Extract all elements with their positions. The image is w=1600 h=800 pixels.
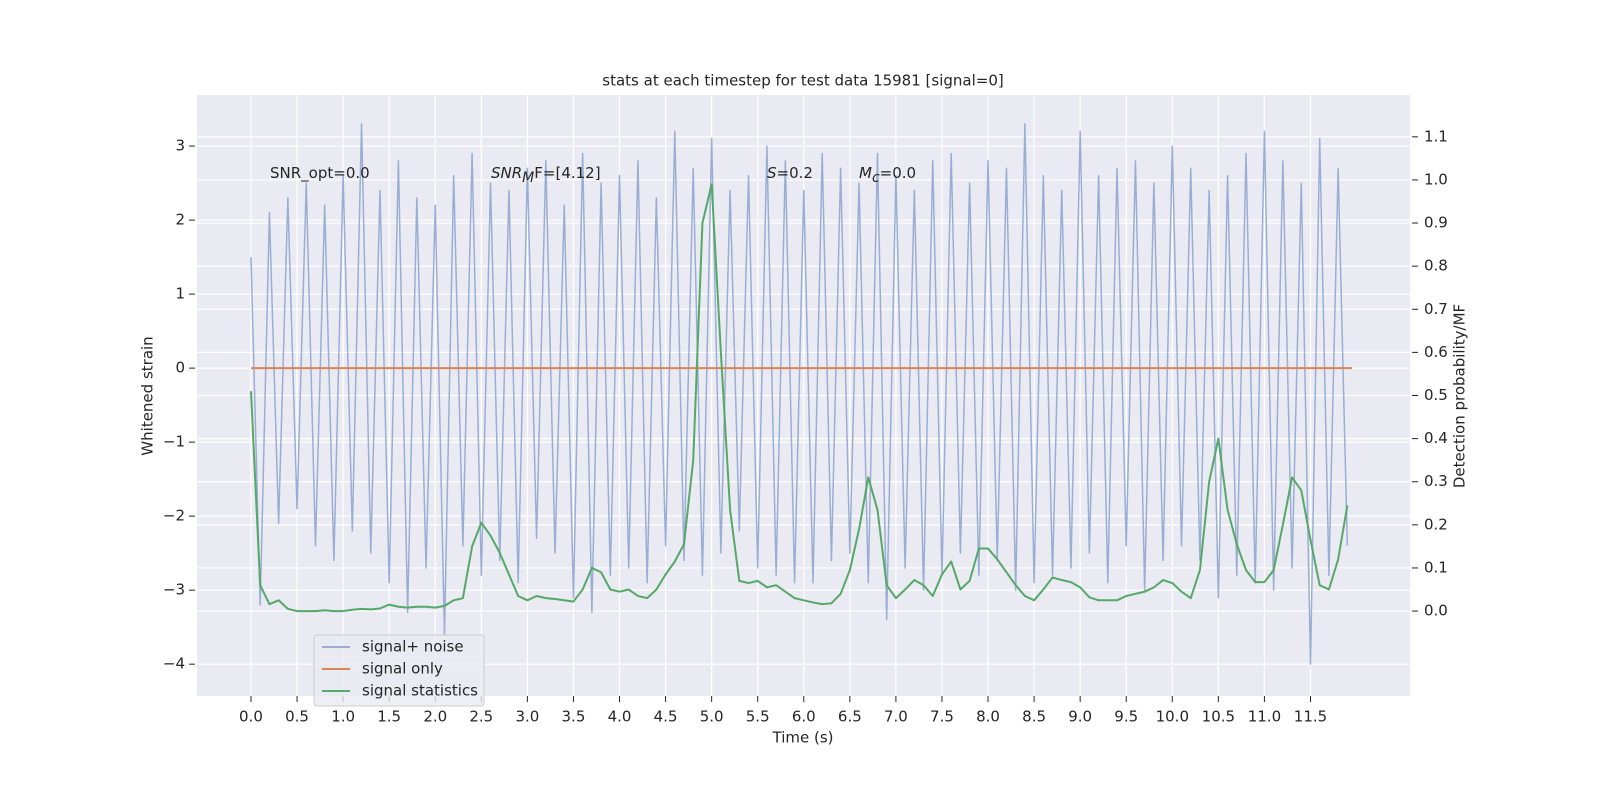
chart-title: stats at each timestep for test data 159… [602,72,1003,90]
annotation-tail: F=[4.12] [534,164,600,182]
series-line [250,123,1349,665]
annotation-tail: =0.2 [777,164,813,182]
y2-tick-label: 0.6 [1424,343,1448,361]
x-tick-label: 3.0 [515,708,539,726]
annotation: Mc=0.0 [859,164,916,187]
x-tick-label: 10.5 [1202,708,1235,726]
annotation: S=0.2 [767,164,813,182]
x-tick-label: 7.5 [930,708,954,726]
x-tick-label: 2.5 [469,708,493,726]
y2-tick-label: 0.1 [1424,558,1448,576]
y2-tick-label: 0.0 [1424,602,1448,620]
annotation-sub: c [872,170,880,186]
x-tick-label: 9.0 [1068,708,1092,726]
y-tick-label: −3 [163,581,185,599]
legend-label: signal only [362,660,443,678]
y-tick-label: −4 [163,655,185,673]
legend-box [313,634,485,707]
x-tick-label: 1.0 [331,708,355,726]
y-tick-label: −1 [163,433,185,451]
annotation-text: S [767,164,777,182]
x-tick-label: 7.0 [884,708,908,726]
y-tick-label: 2 [175,211,185,229]
x-tick-label: 6.5 [838,708,862,726]
annotation-text: SNR [491,164,522,182]
legend-label: signal+ noise [362,638,464,656]
x-tick-label: 8.0 [976,708,1000,726]
x-tick-label: 11.0 [1248,708,1281,726]
y2-tick-label: 0.7 [1424,300,1448,318]
y2-tick-label: 1.0 [1424,170,1448,188]
annotation-tail: =0.0 [880,164,916,182]
y-tick-label: 1 [175,285,185,303]
x-tick-label: 1.5 [377,708,401,726]
y-tick-label: −2 [163,507,185,525]
y-axis-label: Whitened strain [139,336,157,455]
legend-label: signal statistics [362,682,478,700]
y2-tick-label: 0.3 [1424,472,1448,490]
x-tick-label: 6.0 [792,708,816,726]
x-tick-label: 4.0 [608,708,632,726]
annotation-text: SNR_opt=0.0 [270,164,370,183]
y2-tick-label: 0.4 [1424,429,1448,447]
y2-tick-label: 1.1 [1424,127,1448,145]
y2-axis-label: Detection probability/MF [1451,304,1469,488]
x-tick-label: 5.5 [746,708,770,726]
y2-tick-label: 0.2 [1424,515,1448,533]
x-axis-label: Time (s) [772,729,834,747]
x-tick-label: 5.0 [700,708,724,726]
series-line [249,183,1349,613]
x-tick-label: 3.5 [562,708,586,726]
y-tick-label: 3 [175,137,185,155]
y2-tick-label: 0.8 [1424,257,1448,275]
annotation: SNRMF=[4.12] [491,164,601,187]
x-tick-label: 11.5 [1294,708,1327,726]
y-tick-label: 0 [175,359,185,377]
x-tick-label: 2.0 [423,708,447,726]
annotation-text: M [859,164,872,182]
x-tick-label: 10.0 [1156,708,1189,726]
x-tick-label: 8.5 [1022,708,1046,726]
x-tick-label: 9.5 [1114,708,1138,726]
x-tick-label: 0.0 [239,708,263,726]
annotation-sub: M [522,170,534,186]
x-tick-label: 4.5 [654,708,678,726]
y2-tick-label: 0.9 [1424,214,1448,232]
y2-tick-label: 0.5 [1424,386,1448,404]
x-tick-label: 0.5 [285,708,309,726]
annotation: SNR_opt=0.0 [270,164,370,183]
